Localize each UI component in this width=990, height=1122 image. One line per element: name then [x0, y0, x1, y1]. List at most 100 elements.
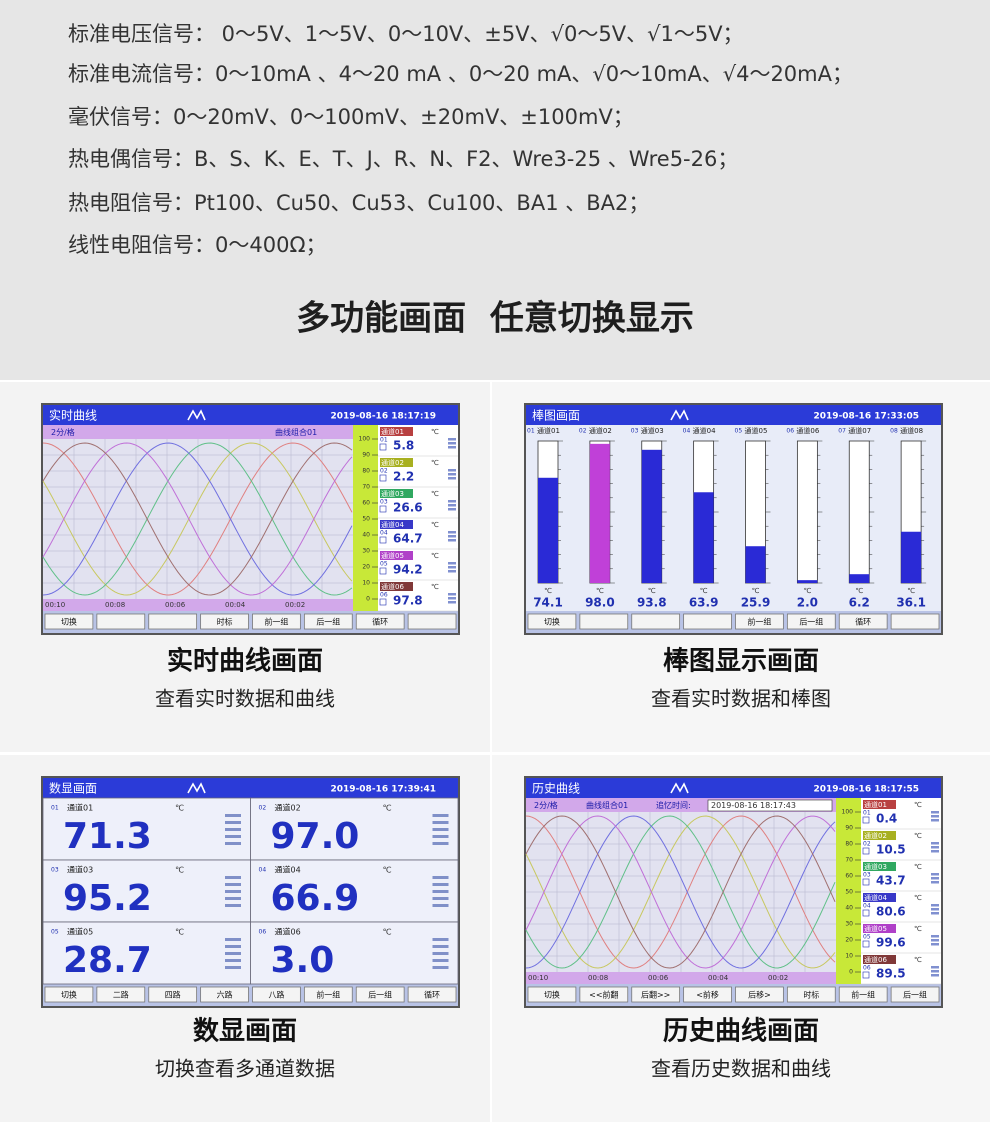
- channel-indicator: [931, 912, 939, 915]
- screen-title: 棒图画面: [532, 409, 580, 423]
- channel-indicator: [931, 877, 939, 880]
- scale-label: 20: [362, 564, 370, 571]
- channel-unit: ℃: [544, 587, 552, 595]
- channel-checkbox: [862, 940, 870, 948]
- channel-indicator: [225, 883, 241, 886]
- screen-datetime: 2019-08-16 17:39:41: [331, 785, 436, 795]
- soft-button-label: 循环: [855, 617, 871, 627]
- soft-button-label: 后一组: [316, 617, 340, 627]
- soft-button-label: 后一组: [903, 990, 927, 1000]
- channel-id: 02: [380, 468, 388, 475]
- channel-indicator: [225, 904, 241, 907]
- bar-tube: [796, 440, 818, 584]
- channel-name: 通道08: [900, 426, 923, 435]
- channel-indicator: [448, 539, 456, 542]
- scale-label: 60: [845, 873, 853, 880]
- channel-id: 01: [51, 805, 59, 812]
- soft-button: [527, 613, 577, 630]
- channel-checkbox: [862, 847, 870, 855]
- channel-indicator: [931, 974, 939, 977]
- channel-indicator: [931, 935, 939, 938]
- channel-indicator: [225, 945, 241, 948]
- trend-curve: [42, 442, 353, 596]
- channel-unit: ℃: [175, 866, 184, 875]
- channel-value: 0.4: [876, 812, 897, 826]
- bar: [901, 531, 922, 583]
- channel-indicator: [931, 846, 939, 849]
- trend-curve: [525, 815, 836, 969]
- button-bar: [526, 611, 941, 633]
- sub-header: [43, 425, 353, 439]
- channel-indicator: [225, 876, 241, 879]
- channel-value: 5.8: [393, 439, 414, 453]
- channel-value: 71.3: [63, 816, 152, 857]
- soft-button: [44, 986, 94, 1003]
- panel-subcaption: 切换查看多通道数据: [155, 1057, 335, 1081]
- soft-button-label: 八路: [268, 990, 284, 1000]
- soft-button-label: 循环: [424, 990, 440, 1000]
- channel-name: 通道04: [693, 426, 716, 435]
- trend-curve: [42, 442, 353, 596]
- recall-box: [707, 799, 833, 812]
- channel-indicator: [432, 966, 449, 969]
- channel-id: 06: [380, 592, 388, 599]
- soft-button: [735, 986, 784, 1003]
- trend-curve: [525, 815, 836, 969]
- bar: [849, 574, 870, 583]
- channel-unit: ℃: [431, 583, 439, 591]
- soft-button: [890, 986, 940, 1003]
- channel-unit: ℃: [914, 925, 922, 933]
- channel-unit: ℃: [914, 863, 922, 871]
- channel-name: 通道01: [381, 427, 404, 436]
- soft-button-label: <<前翻: [589, 990, 618, 1000]
- channel-id: 02: [259, 805, 267, 812]
- bar-value-label: 98.0: [585, 596, 615, 610]
- screen-title: 数显画面: [49, 781, 97, 796]
- channel-value: 2.2: [393, 470, 414, 484]
- soft-button: [148, 986, 198, 1003]
- panel-caption: 历史曲线画面: [663, 1017, 819, 1047]
- scale-label: 70: [845, 857, 853, 864]
- channel-value: 95.2: [63, 878, 152, 919]
- soft-button: [96, 986, 146, 1003]
- scale-label: 10: [362, 580, 370, 587]
- scale-label: 90: [362, 452, 370, 459]
- channel-tag: [863, 800, 896, 809]
- channel-unit: ℃: [907, 587, 915, 595]
- time-strip: [526, 972, 836, 984]
- channel-indicator: [931, 842, 939, 845]
- bar: [745, 546, 766, 583]
- bar-value-label: 93.8: [637, 596, 667, 610]
- channel-checkbox: [379, 443, 387, 451]
- digital-cell: [250, 797, 459, 861]
- soft-button-label: 切换: [61, 990, 77, 1000]
- logo: [670, 782, 689, 794]
- digital-cell: [250, 859, 459, 923]
- channel-indicator: [448, 570, 456, 573]
- channel-tag: [380, 551, 413, 560]
- signal-line: 毫伏信号：0～20mV、0～100mV、±20mV、±100mV；: [68, 105, 634, 129]
- channel-name: 通道02: [589, 426, 612, 435]
- soft-button: [735, 613, 784, 630]
- channel-indicator: [448, 562, 456, 565]
- logo: [187, 782, 206, 794]
- channel-unit: ℃: [431, 490, 439, 498]
- time-label: 00:06: [648, 974, 669, 982]
- channel-id: 06: [259, 929, 267, 936]
- soft-button-label: <前移: [696, 990, 719, 1000]
- soft-button: [683, 986, 732, 1003]
- channel-name: 通道03: [381, 489, 404, 498]
- channel-id: 05: [380, 561, 388, 568]
- soft-button: [148, 613, 198, 630]
- bar: [538, 477, 558, 583]
- channel-id: 03: [863, 872, 871, 879]
- channel-indicator: [225, 966, 241, 969]
- soft-button: [631, 986, 681, 1003]
- channel-value: 99.6: [876, 936, 906, 950]
- channel-indicator: [225, 828, 241, 831]
- soft-button-label: 六路: [217, 990, 233, 1000]
- scale-bar: [353, 425, 378, 611]
- channel-indicator: [931, 970, 939, 973]
- trend-curve: [525, 815, 836, 969]
